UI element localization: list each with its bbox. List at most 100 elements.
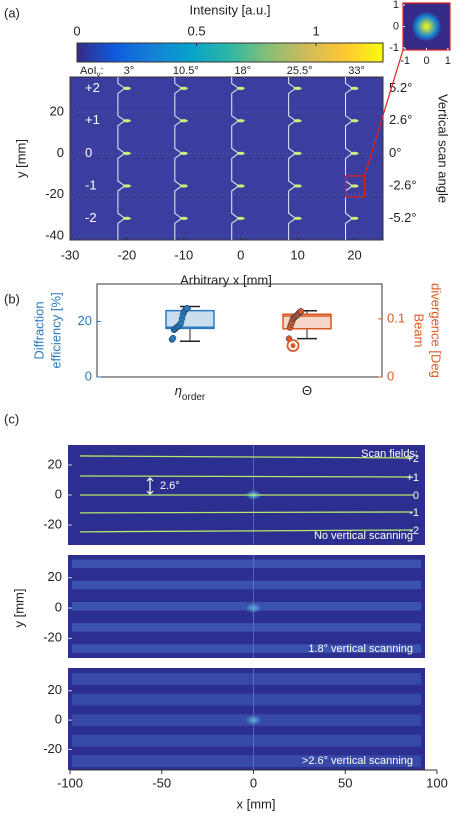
column-label: 3° — [124, 65, 135, 77]
outlier-dot — [290, 343, 296, 349]
aoi-part: y — [97, 70, 101, 79]
colorbar-title: Intensity [a.u.] — [190, 2, 271, 17]
y-tick-label: 20 — [50, 104, 64, 119]
column-label: 18° — [234, 65, 251, 77]
scan-band — [72, 644, 421, 653]
y-tick-label: 20 — [48, 456, 62, 471]
legend-title: Scan fields: — [361, 448, 418, 460]
scan-band — [72, 755, 421, 768]
scan-angle-label: 5.2° — [389, 80, 412, 95]
inset-y-tick-label: 0 — [393, 20, 399, 32]
colorbar-tick-label: 0.5 — [187, 23, 205, 38]
spot — [350, 119, 359, 123]
y-tick-label: 0 — [55, 486, 62, 501]
y-tick-label: 0 — [55, 599, 62, 614]
x-tick-label: 50 — [338, 775, 352, 790]
spot — [179, 119, 188, 123]
y-tick-label: 0 — [85, 368, 92, 383]
y-axis-label: Diffraction — [31, 301, 46, 359]
scan-band — [72, 714, 421, 726]
x-tick-label: 100 — [426, 775, 448, 790]
image-caption: 1.8° vertical scanning — [308, 643, 413, 655]
y-tick-label: 0 — [57, 145, 64, 160]
scan-field-label: -1 — [409, 507, 419, 519]
x-tick-label: Θ — [302, 383, 312, 398]
spot — [293, 151, 302, 155]
inset-x-tick-label: 0 — [423, 55, 429, 67]
x-tick-label: 0 — [250, 775, 257, 790]
data-point — [297, 308, 305, 315]
panel-label: (a) — [4, 5, 20, 20]
scan-band — [72, 580, 421, 590]
x-axis-label: x [mm] — [237, 796, 276, 811]
category: Θ — [302, 383, 312, 398]
inset-y-tick-label: 1 — [393, 0, 399, 11]
y-tick-label: 20 — [48, 682, 62, 697]
aoi-part: AoI — [80, 65, 97, 77]
order-label: -2 — [85, 210, 97, 225]
category: η — [175, 383, 182, 398]
x-tick-label: 0 — [237, 247, 244, 262]
scan-field-label: +2 — [406, 453, 419, 465]
x-tick-label: 20 — [347, 247, 361, 262]
x-tick-label: -10 — [174, 247, 193, 262]
order-label: -1 — [85, 177, 97, 192]
x-axis-label: Arbitrary x [mm] — [180, 272, 272, 287]
panel-label: (b) — [4, 291, 20, 306]
panel-label: (c) — [4, 411, 19, 426]
spot — [350, 86, 359, 90]
column-label: 25.5° — [287, 65, 313, 77]
highlight-box — [344, 175, 366, 198]
spot — [293, 216, 302, 220]
x-tick-label: ηorder — [175, 383, 206, 402]
zero-order-glow — [245, 715, 262, 726]
order-label: 0 — [85, 145, 92, 160]
scan-line — [79, 475, 414, 478]
y-axis-label: efficiency [%] — [48, 292, 63, 368]
y-axis-label: y [mm] — [11, 589, 26, 628]
scan-band — [72, 601, 421, 611]
y-axis-label: y [mm] — [13, 139, 28, 178]
scan-axis-label: Vertical scan angle — [436, 94, 451, 203]
spot — [350, 184, 359, 188]
spot — [293, 119, 302, 123]
category-subscript: order — [182, 392, 206, 403]
spot — [179, 216, 188, 220]
spacing-label: 2.6° — [160, 480, 180, 492]
y2-axis-label: Beam — [412, 314, 427, 348]
zero-order-glow — [245, 603, 262, 614]
spot — [122, 86, 131, 90]
spot — [293, 86, 302, 90]
spot — [236, 86, 245, 90]
scan-angle-label: 0° — [389, 145, 401, 160]
scan-angle-label: 2.6° — [389, 112, 412, 127]
plot-frame — [96, 283, 383, 378]
spot — [122, 151, 131, 155]
x-tick-label: -50 — [152, 775, 171, 790]
y2-axis-label: divergence [Deg — [429, 283, 444, 378]
spot — [350, 151, 359, 155]
spot — [179, 184, 188, 188]
y2-tick-label: 0 — [387, 368, 394, 383]
y-tick-label: -40 — [45, 227, 64, 242]
data-point — [183, 304, 191, 312]
spot — [122, 216, 131, 220]
scan-band — [72, 673, 421, 685]
scan-band — [72, 559, 421, 569]
scan-field-label: 0 — [413, 490, 419, 502]
x-tick-label: -100 — [57, 775, 83, 790]
scan-line — [79, 455, 414, 459]
x-tick-label: 10 — [290, 247, 304, 262]
inset-spot — [411, 11, 442, 42]
box — [165, 309, 215, 330]
column-label: 33° — [348, 65, 365, 77]
colorbar-tick-label: 1 — [312, 23, 319, 38]
inset-y-tick-label: -1 — [389, 42, 399, 54]
image-caption: >2.6° vertical scanning — [302, 755, 413, 767]
colorbar — [76, 42, 384, 63]
y-tick-label: -20 — [43, 741, 62, 756]
y-tick-label: 0 — [55, 712, 62, 727]
highlight-connector — [363, 49, 404, 177]
scan-line — [79, 511, 414, 514]
colorbar-tick-label: 0 — [73, 23, 80, 38]
